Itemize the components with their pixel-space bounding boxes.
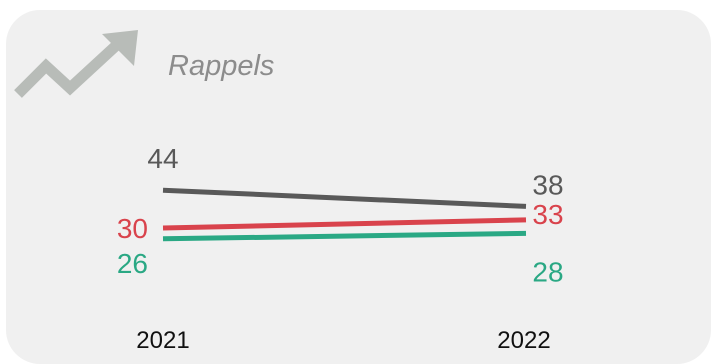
x-tick-label-2021: 2021 — [136, 327, 189, 354]
series-line-1 — [162, 217, 527, 231]
data-label-0-0: 44 — [147, 143, 178, 174]
data-label-1-1: 33 — [532, 199, 563, 230]
data-label-1-0: 30 — [117, 213, 148, 244]
series-line-2 — [162, 230, 527, 242]
trend-up-icon — [14, 30, 138, 98]
chart-card — [6, 10, 711, 364]
data-label-0-1: 38 — [532, 169, 563, 200]
x-tick-label-2022: 2022 — [497, 327, 550, 354]
chart-title: Rappels — [168, 50, 275, 82]
data-label-2-1: 28 — [532, 256, 563, 287]
data-label-2-0: 26 — [117, 248, 148, 279]
series-line-0 — [162, 187, 527, 209]
